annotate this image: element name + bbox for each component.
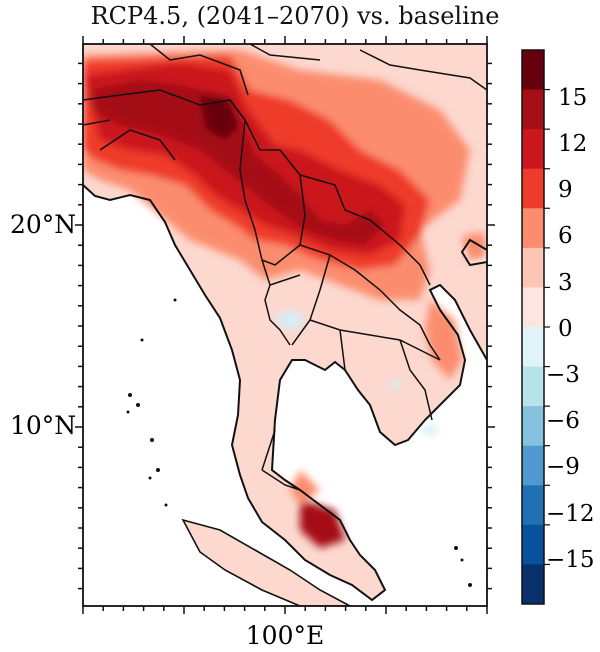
- colorbar-label: −15: [546, 547, 595, 573]
- country-borders: [83, 44, 487, 421]
- colorbar-swatch: [522, 89, 544, 130]
- colorbar-label: 0: [558, 316, 573, 342]
- colorbar-swatch: [522, 406, 544, 447]
- axis-ticks: [75, 36, 495, 614]
- colorbar-label: −3: [546, 362, 580, 388]
- colorbar: [521, 49, 550, 605]
- colorbar-swatch: [522, 208, 544, 249]
- coastline: [83, 184, 487, 602]
- lon-label-100e: 100°E: [246, 621, 324, 650]
- lat-label-10n: 10°N: [10, 411, 76, 440]
- island-outlines: [181, 518, 351, 606]
- colorbar-swatch: [522, 524, 544, 565]
- colorbar-label: 6: [558, 223, 573, 249]
- colorbar-label: 9: [558, 177, 573, 203]
- colorbar-swatch: [522, 327, 544, 368]
- colorbar-label: −9: [546, 454, 580, 480]
- colorbar-swatch: [522, 247, 544, 288]
- peninsula-border: [261, 429, 301, 491]
- archipelago-dots: [126, 298, 472, 587]
- colorbar-swatch: [522, 366, 544, 407]
- lat-label-20n: 20°N: [10, 210, 76, 239]
- colorbar-label: 15: [558, 85, 587, 111]
- colorbar-swatch: [522, 485, 544, 526]
- colorbar-swatch: [522, 287, 544, 328]
- colorbar-labels: 15 12 9 6 3 0 −3 −6 −9 −12 −15: [546, 85, 595, 573]
- map-title: RCP4.5, (2041–2070) vs. baseline: [90, 2, 500, 30]
- colorbar-label: −12: [546, 501, 595, 527]
- colorbar-swatch: [522, 445, 544, 486]
- map-panel: [83, 44, 487, 606]
- colorbar-label: 3: [558, 270, 573, 296]
- colorbar-swatch: [522, 129, 544, 170]
- anomaly-shading: [83, 50, 487, 548]
- colorbar-label: 12: [558, 131, 587, 157]
- colorbar-swatch: [522, 168, 544, 209]
- colorbar-label: −6: [546, 408, 580, 434]
- colorbar-swatch: [522, 50, 544, 91]
- colorbar-swatch: [522, 564, 544, 605]
